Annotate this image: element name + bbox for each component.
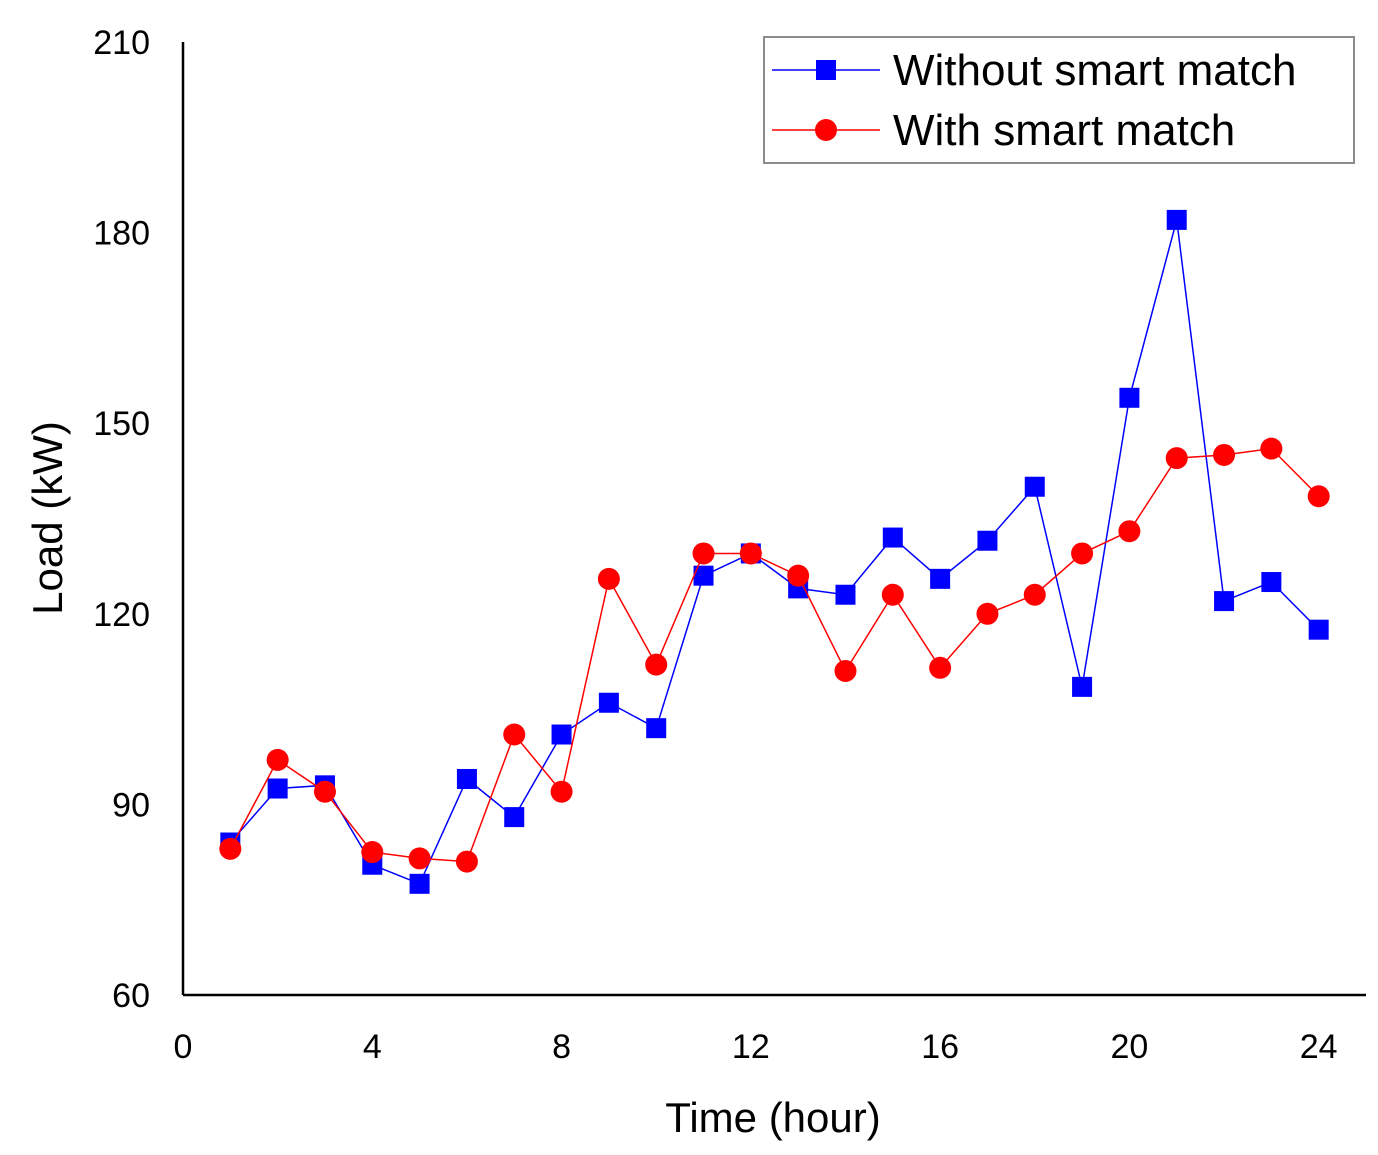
data-point: [456, 768, 477, 789]
data-point: [693, 565, 714, 586]
x-tick-label: 16: [921, 1028, 959, 1066]
data-point: [267, 778, 288, 799]
series-with-smart-match: [219, 437, 1330, 873]
data-point: [598, 692, 619, 713]
data-point: [551, 724, 572, 745]
data-point: [219, 837, 242, 860]
data-point: [646, 718, 667, 739]
x-tick-label: 24: [1300, 1028, 1338, 1066]
y-tick-label: 60: [112, 977, 150, 1015]
y-tick-label: 210: [93, 24, 150, 62]
data-point: [550, 780, 573, 803]
x-tick-label: 4: [363, 1028, 382, 1066]
data-point: [1118, 520, 1141, 543]
data-point: [1119, 387, 1140, 408]
x-axis-ticks: 0 4 8 12 16 20 24: [174, 1028, 1338, 1066]
data-point: [1308, 619, 1329, 640]
data-point: [504, 807, 525, 828]
y-axis-title: Load (kW): [24, 421, 71, 615]
axes: [181, 42, 1366, 997]
y-tick-label: 150: [93, 405, 150, 443]
y-tick-label: 90: [112, 786, 150, 824]
legend-entry: With smart match: [772, 106, 1235, 155]
data-point: [503, 723, 526, 746]
data-point: [1165, 447, 1188, 470]
data-point: [408, 847, 431, 870]
legend-label: Without smart match: [893, 46, 1296, 95]
data-point: [929, 656, 952, 679]
data-point: [1023, 583, 1046, 606]
data-point: [835, 584, 856, 605]
legend-box: [763, 36, 1355, 164]
data-point: [1166, 209, 1187, 230]
data-point: [266, 748, 289, 771]
x-axis-title: Time (hour): [665, 1094, 880, 1141]
data-point: [834, 659, 857, 682]
data-point: [1213, 443, 1236, 466]
legend-label: With smart match: [893, 106, 1235, 155]
y-tick-label: 120: [93, 596, 150, 634]
data-point: [1071, 542, 1094, 565]
data-point: [739, 542, 762, 565]
legend-entry: Without smart match: [772, 46, 1296, 95]
legend-circle-marker: [815, 119, 837, 141]
data-point: [787, 564, 810, 587]
series-without-smart-match: [220, 209, 1329, 894]
data-point: [881, 583, 904, 606]
data-point: [455, 850, 478, 873]
data-point: [930, 568, 951, 589]
data-point: [882, 527, 903, 548]
series-line: [229, 447, 1320, 863]
series-line: [229, 219, 1320, 885]
legend: Without smart match With smart match: [763, 36, 1355, 164]
legend-entries: Without smart match With smart match: [772, 46, 1296, 155]
data-point: [313, 780, 336, 803]
x-tick-label: 20: [1110, 1028, 1148, 1066]
x-tick-label: 12: [732, 1028, 770, 1066]
legend-square-marker: [816, 60, 836, 80]
data-point: [976, 602, 999, 625]
x-tick-label: 0: [174, 1028, 193, 1066]
data-point: [1260, 437, 1283, 460]
data-point: [361, 841, 384, 864]
data-point: [1072, 676, 1093, 697]
data-point: [977, 530, 998, 551]
data-point: [1214, 591, 1235, 612]
data-point: [597, 567, 620, 590]
data-point: [1307, 485, 1330, 508]
data-point: [409, 873, 430, 894]
y-tick-label: 180: [93, 215, 150, 253]
y-axis-ticks: 60 90 120 150 180 210: [93, 24, 150, 1015]
data-point: [645, 653, 668, 676]
data-point: [692, 542, 715, 565]
data-point: [1261, 572, 1282, 593]
x-tick-label: 8: [552, 1028, 571, 1066]
series-layer: [219, 209, 1330, 894]
data-point: [1024, 476, 1045, 497]
